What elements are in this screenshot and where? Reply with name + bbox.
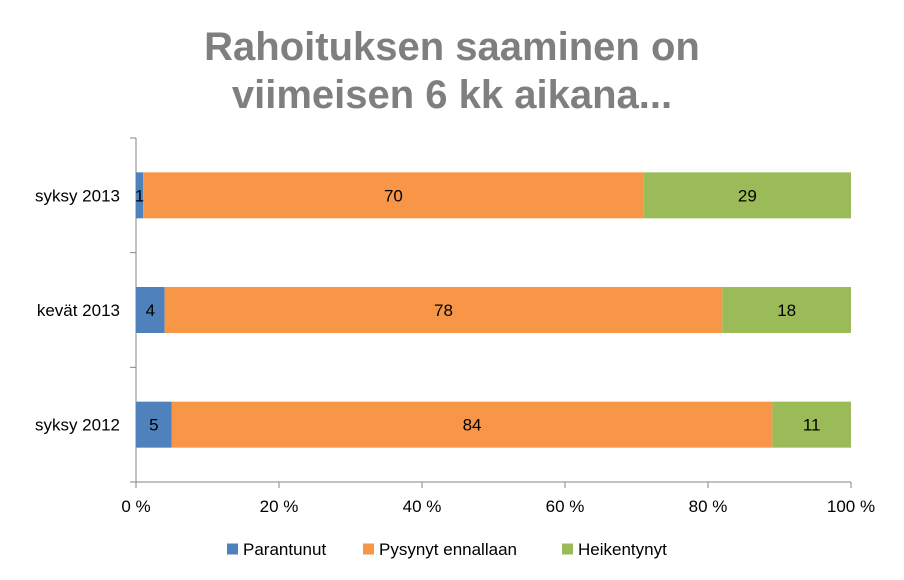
plot-area: 0 % 20 % 40 % 60 % 80 % 100 % syksy 2013 1 70 29 k… <box>35 137 875 516</box>
x-tick-label: 60 % <box>546 497 585 516</box>
legend-swatch <box>363 543 374 555</box>
data-label: 18 <box>777 301 796 320</box>
x-tick-label: 40 % <box>403 497 442 516</box>
x-tick-label: 80 % <box>689 497 728 516</box>
bar-segment <box>143 172 644 219</box>
x-tick-label: 100 % <box>827 497 875 516</box>
bar-segment <box>136 401 172 448</box>
x-tick-label: 20 % <box>260 497 299 516</box>
data-label: 84 <box>463 416 482 435</box>
legend-swatch <box>562 543 573 555</box>
data-label: 11 <box>803 416 821 435</box>
legend-swatch <box>227 543 238 555</box>
data-label: 5 <box>149 416 158 435</box>
category-label: syksy 2012 <box>35 416 120 435</box>
chart-title-line-2: viimeisen 6 kk aikana... <box>232 73 672 117</box>
data-label: 4 <box>146 301 155 320</box>
x-tick-label: 0 % <box>121 497 150 516</box>
data-label: 78 <box>434 301 453 320</box>
bar-segment <box>722 287 851 333</box>
bar-segment <box>136 172 144 219</box>
bar-segment <box>772 401 851 448</box>
bar-segment <box>136 287 165 333</box>
legend-label: Pysynyt ennallaan <box>379 540 517 559</box>
bar-segment <box>171 401 773 448</box>
category-label: syksy 2013 <box>35 186 120 205</box>
category-label: kevät 2013 <box>37 301 120 320</box>
data-label: 1 <box>135 186 144 205</box>
bar-segment <box>164 287 723 333</box>
bar-segment <box>643 172 851 219</box>
legend-label: Parantunut <box>243 540 326 559</box>
legend-label: Heikentynyt <box>578 540 667 559</box>
chart-title-line-1: Rahoituksen saaminen on <box>204 25 700 69</box>
data-label: 29 <box>738 186 757 205</box>
legend: Parantunut Pysynyt ennallaan Heikentynyt <box>227 540 667 559</box>
data-label: 70 <box>384 186 403 205</box>
